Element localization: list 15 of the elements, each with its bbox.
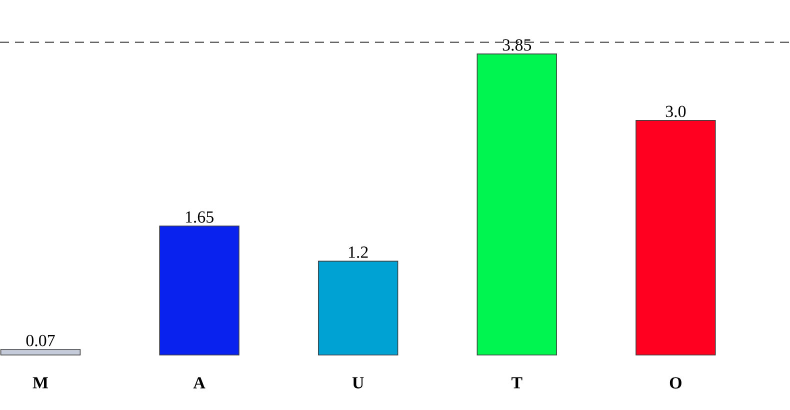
bar [318, 260, 398, 356]
x-tick-label: M [32, 377, 48, 388]
data-label: 1.2 [348, 246, 368, 258]
bar [159, 226, 240, 356]
x-tick-label: T [512, 377, 522, 388]
data-label: 1.65 [186, 211, 214, 223]
bar [636, 120, 716, 356]
x-tick-label: O [670, 377, 682, 389]
data-label: 3.0 [666, 106, 686, 118]
x-tick-label: U [352, 377, 364, 388]
bar [0, 349, 81, 356]
x-tick-label: A [193, 377, 206, 388]
data-label: 3.85 [502, 39, 532, 51]
data-label: 0.07 [26, 334, 55, 346]
bar [476, 54, 557, 356]
